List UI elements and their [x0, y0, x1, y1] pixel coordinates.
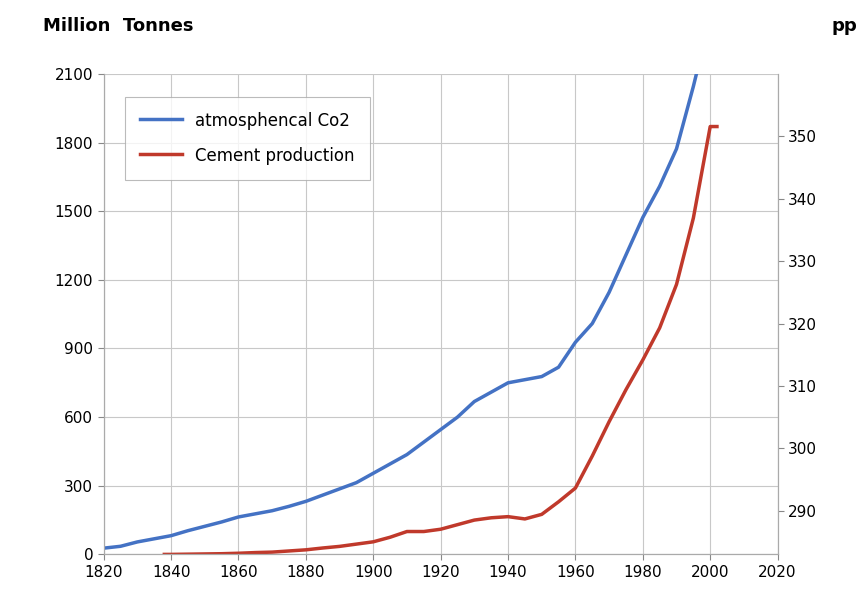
Legend: atmosphencal Co2, Cement production: atmosphencal Co2, Cement production — [125, 97, 370, 180]
Text: Million  Tonnes: Million Tonnes — [43, 17, 194, 36]
Text: pp: pp — [831, 17, 857, 36]
